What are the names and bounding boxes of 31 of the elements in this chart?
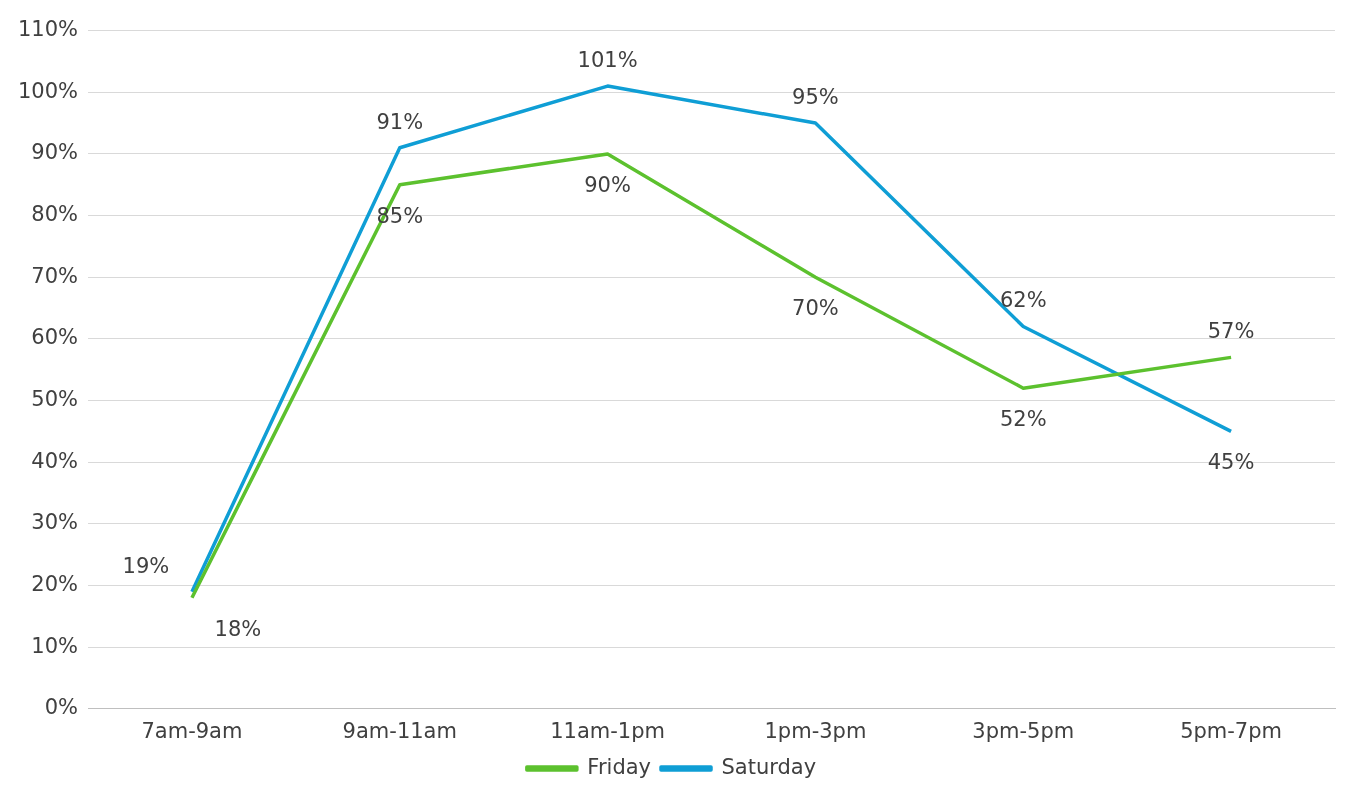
x-tick-label: 1pm-3pm bbox=[764, 718, 867, 743]
data-label: 19% bbox=[122, 553, 170, 578]
x-tick-label: 11am-1pm bbox=[550, 718, 665, 743]
y-tick-label: 10% bbox=[31, 633, 79, 658]
y-tick-label: 60% bbox=[31, 325, 79, 350]
y-tick-label: 80% bbox=[31, 202, 79, 227]
y-tick-label: 100% bbox=[17, 78, 79, 103]
data-label: 52% bbox=[999, 407, 1047, 432]
x-tick-label: 7am-9am bbox=[141, 718, 243, 743]
data-label: 90% bbox=[584, 172, 631, 197]
data-label: 45% bbox=[1207, 450, 1255, 475]
y-tick-label: 40% bbox=[31, 448, 79, 473]
y-tick-label: 30% bbox=[31, 510, 79, 535]
y-tick-label: 90% bbox=[31, 140, 79, 165]
y-tick-label: 110% bbox=[17, 17, 79, 42]
data-label: 62% bbox=[999, 288, 1047, 313]
x-tick-label: 9am-11am bbox=[342, 718, 457, 743]
y-tick-label: 20% bbox=[31, 571, 79, 596]
legend-label: Saturday bbox=[721, 754, 817, 779]
data-label: 95% bbox=[792, 85, 839, 110]
data-label: 70% bbox=[792, 296, 839, 321]
data-label: 101% bbox=[577, 48, 638, 73]
x-tick-label: 3pm-5pm bbox=[972, 718, 1075, 743]
data-label: 91% bbox=[376, 109, 424, 134]
data-label: 57% bbox=[1207, 319, 1255, 344]
y-tick-label: 50% bbox=[31, 386, 79, 411]
y-tick-label: 70% bbox=[31, 263, 79, 288]
x-tick-label: 5pm-7pm bbox=[1180, 718, 1283, 743]
legend-label: Friday bbox=[587, 754, 652, 779]
data-label: 18% bbox=[214, 616, 262, 641]
y-tick-label: 0% bbox=[44, 695, 79, 720]
